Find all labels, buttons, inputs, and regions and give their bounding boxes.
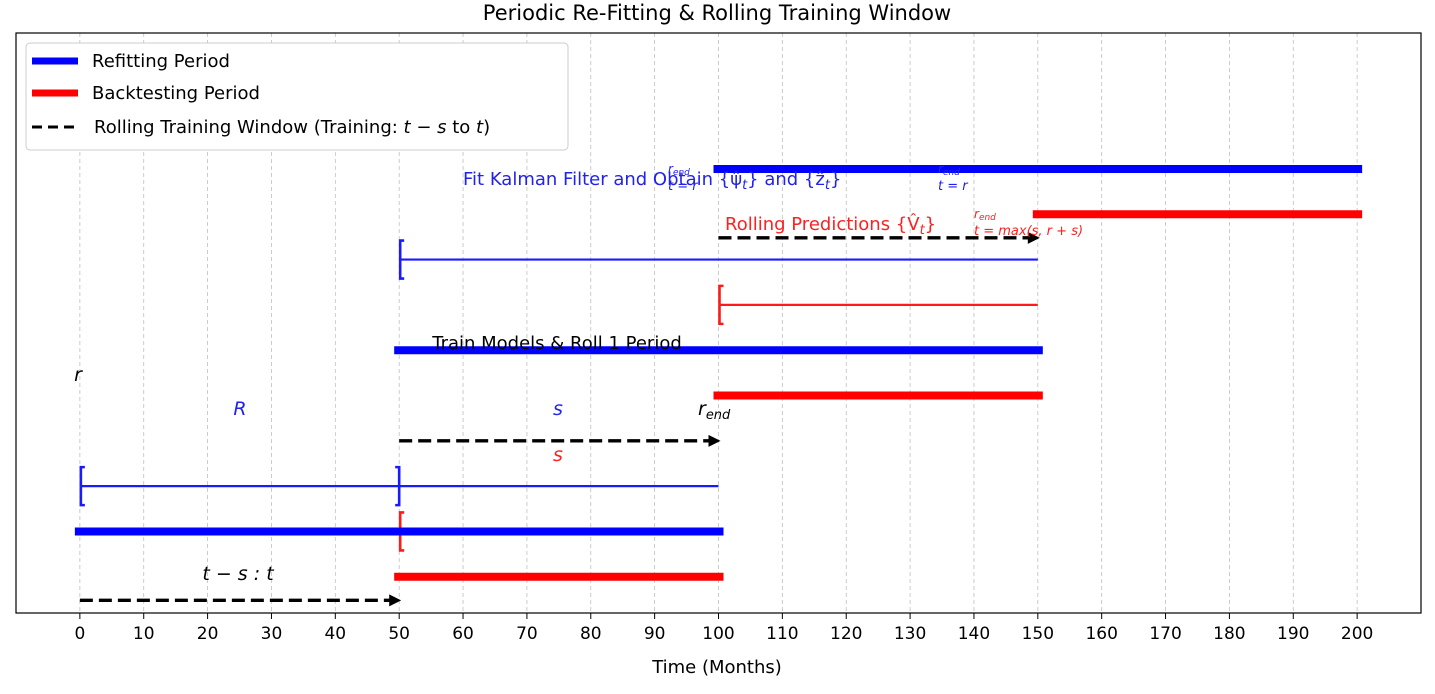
- bracket-left-cap: [79, 465, 85, 507]
- r-end-main: r: [698, 398, 707, 420]
- x-tick-label: 190: [1277, 624, 1309, 644]
- rolling-window-arrowhead: [708, 434, 721, 447]
- s-red-label: s: [553, 444, 563, 466]
- fit-kalman-sup2: rend: [938, 162, 960, 178]
- fit-kalman-a: Fit Kalman Filter and Obtain {ψ̂: [463, 169, 742, 190]
- rolling-pred-b: }: [925, 214, 936, 235]
- x-tick-label: 130: [894, 624, 926, 644]
- x-tick-label: 0: [74, 624, 85, 644]
- rolling-pred-sup: rend: [974, 207, 996, 223]
- chart-marks: [74, 164, 1363, 607]
- x-tick-label: 20: [197, 624, 219, 644]
- fit-kalman-sub-t2: t: [825, 178, 831, 193]
- legend-label-refit: Refitting Period: [92, 51, 230, 72]
- x-tick-label: 90: [644, 624, 666, 644]
- x-tick-label: 150: [1022, 624, 1054, 644]
- x-axis-label: Time (Months): [651, 657, 782, 678]
- x-tick-label: 60: [452, 624, 474, 644]
- fit-kalman-sub-r2: t = r: [938, 179, 969, 194]
- rolling-window-arrowhead: [1027, 231, 1040, 244]
- x-tick-label: 80: [580, 624, 602, 644]
- rolling-pred-sub-t: t: [920, 223, 926, 238]
- s-blue-label: s: [553, 398, 563, 420]
- x-tick-label: 200: [1341, 624, 1373, 644]
- x-tick-label: 180: [1213, 624, 1245, 644]
- legend-box: [25, 42, 569, 151]
- bracket-left-cap: [718, 284, 724, 326]
- chart-title: Periodic Re-Fitting & Rolling Training W…: [483, 1, 951, 25]
- x-tick-label: 140: [958, 624, 990, 644]
- x-tick-label: 40: [324, 624, 346, 644]
- x-tick-label: 70: [516, 624, 538, 644]
- x-tick-label: 120: [830, 624, 862, 644]
- fit-kalman-sub-t1: t: [742, 178, 748, 193]
- t-minus-s-label: t − s : t: [202, 563, 275, 585]
- fit-kalman-c: }: [830, 169, 841, 190]
- rolling-pred-sub-max: t = max(s, r + s): [974, 224, 1083, 239]
- grid-lines: [79, 33, 1358, 613]
- x-axis-ticks: 0 10 20 30 40 50 60 70 80 90 100 110 120 130 140 150 160…: [74, 613, 1373, 644]
- legend-label-window: Rolling Training Window (Training: t − s…: [94, 117, 490, 138]
- fit-kalman-b: } and {ẑ: [747, 169, 825, 190]
- plot-frame: [15, 32, 1422, 614]
- x-tick-label: 30: [261, 624, 283, 644]
- bracket-mid-cap: [395, 465, 401, 507]
- R-label: R: [233, 398, 246, 420]
- fit-kalman-sub-r1: t = r: [668, 179, 699, 194]
- x-tick-label: 170: [1149, 624, 1181, 644]
- legend-label-backtest: Backtesting Period: [92, 83, 260, 104]
- rolling-pred-label: Rolling Predictions {V̂t}: [725, 214, 936, 238]
- x-tick-label: 160: [1085, 624, 1117, 644]
- x-tick-label: 110: [766, 624, 798, 644]
- train-roll-label: Train Models & Roll 1 Period: [431, 333, 682, 354]
- r-label: r: [74, 364, 83, 386]
- x-tick-label: 50: [388, 624, 410, 644]
- rolling-pred-a: Rolling Predictions {V̂: [725, 214, 920, 235]
- r-end-label: rend: [698, 398, 731, 423]
- rolling-window-arrowhead: [389, 594, 402, 607]
- legend: Refitting Period Backtesting Period Roll…: [25, 42, 569, 151]
- r-end-sub: end: [706, 408, 731, 423]
- bracket-left-cap: [398, 239, 405, 280]
- fit-kalman-sup1: rend: [668, 162, 690, 178]
- x-tick-label: 100: [702, 624, 734, 644]
- fit-kalman-label: Fit Kalman Filter and Obtain {ψ̂t} and {…: [463, 169, 841, 193]
- x-tick-label: 10: [133, 624, 155, 644]
- annotations: r R s rend s t − s : t Train Models & Ro…: [74, 162, 1083, 585]
